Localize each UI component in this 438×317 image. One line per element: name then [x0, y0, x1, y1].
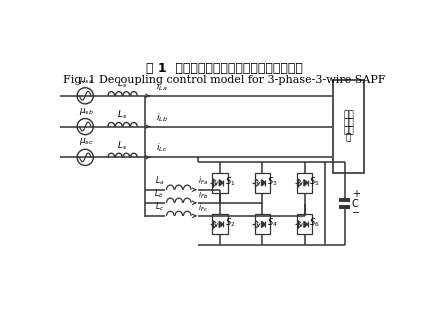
Polygon shape — [261, 180, 265, 186]
Polygon shape — [261, 221, 265, 228]
Text: $S_{3}$: $S_{3}$ — [266, 175, 277, 188]
Text: $L_c$: $L_c$ — [154, 200, 163, 213]
Bar — [296, 214, 312, 234]
Text: $S_{1}$: $S_{1}$ — [224, 175, 234, 188]
Text: $i_{Lc}$: $i_{Lc}$ — [156, 142, 167, 154]
Text: $L_s$: $L_s$ — [117, 78, 127, 90]
Polygon shape — [219, 221, 223, 228]
Text: $i_{Fb}$: $i_{Fb}$ — [198, 188, 208, 201]
Text: 非线: 非线 — [343, 118, 353, 127]
Text: $\mu_{sa}$: $\mu_{sa}$ — [78, 75, 93, 86]
Text: $S_{6}$: $S_{6}$ — [309, 217, 319, 229]
Bar — [254, 214, 269, 234]
Text: $S_{2}$: $S_{2}$ — [224, 217, 234, 229]
Text: $i_{Lb}$: $i_{Lb}$ — [156, 111, 167, 124]
Bar — [212, 173, 227, 193]
Text: $S_{4}$: $S_{4}$ — [266, 217, 277, 229]
Text: $S_{5}$: $S_{5}$ — [309, 175, 319, 188]
Bar — [296, 173, 312, 193]
Text: −: − — [351, 208, 359, 218]
Bar — [212, 214, 227, 234]
Text: $i_{Fa}$: $i_{Fa}$ — [198, 175, 208, 187]
Text: $\mu_{sc}$: $\mu_{sc}$ — [78, 136, 93, 147]
Text: $L_b$: $L_b$ — [154, 187, 163, 200]
Text: 三相: 三相 — [343, 111, 353, 120]
Text: $L_a$: $L_a$ — [154, 174, 163, 187]
Text: +: + — [351, 189, 359, 199]
Text: C: C — [351, 198, 357, 209]
Text: $i_{La}$: $i_{La}$ — [156, 80, 167, 93]
Bar — [254, 173, 269, 193]
Text: $L_s$: $L_s$ — [117, 109, 127, 121]
Text: $i_{Fc}$: $i_{Fc}$ — [198, 201, 208, 214]
Bar — [332, 81, 363, 173]
Polygon shape — [219, 180, 223, 186]
Text: $L_s$: $L_s$ — [117, 139, 127, 152]
Polygon shape — [303, 221, 307, 228]
Polygon shape — [303, 180, 307, 186]
Text: 性负: 性负 — [343, 126, 353, 135]
Text: 图 1  三相三线制并联有源电力滤波器模型图: 图 1 三相三线制并联有源电力滤波器模型图 — [146, 61, 302, 74]
Text: 载: 载 — [345, 134, 350, 143]
Text: Fig. 1 Decoupling control model for 3-phase-3-wire SAPF: Fig. 1 Decoupling control model for 3-ph… — [63, 74, 385, 85]
Text: $\mu_{sb}$: $\mu_{sb}$ — [78, 106, 93, 117]
